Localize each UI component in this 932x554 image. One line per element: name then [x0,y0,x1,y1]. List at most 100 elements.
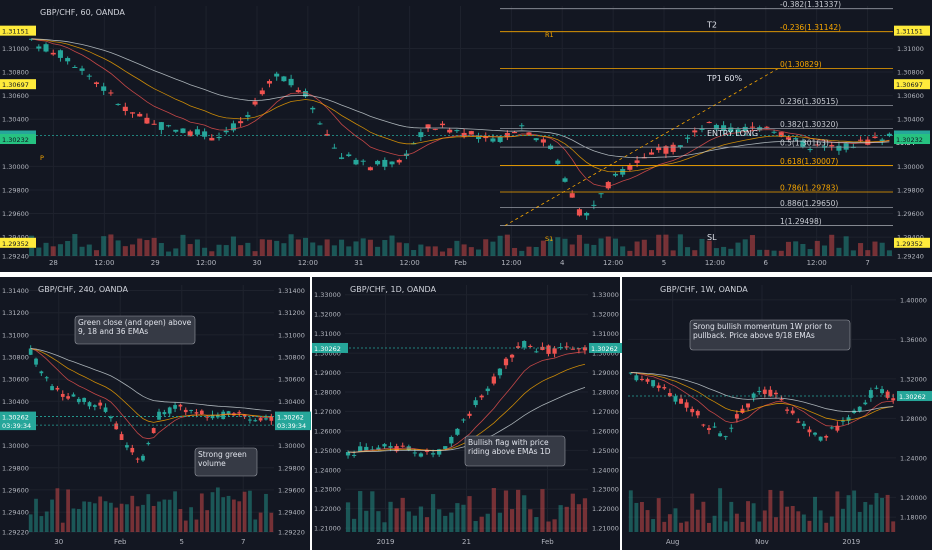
fib-level-label: 0.382(1.30320) [780,120,838,129]
candle-body [76,398,81,403]
candle-body [764,126,770,128]
candle-body [735,129,741,133]
volume-bar [437,509,442,532]
candle-body [829,145,835,147]
volume-bar [648,250,655,256]
volume-bar [723,521,728,532]
volume-bar [115,240,121,256]
volume-bar [771,250,777,256]
volume-bar [230,236,236,256]
candle-body [157,411,161,420]
y-tick-label-right: 1.29000 [592,369,619,377]
candle-body [564,346,569,348]
candle-body [339,157,345,159]
candle-body [552,348,557,354]
volume-bar [418,244,424,256]
panel-60min: 28 12:00 29 12:00 30 12:00 31 12:00 Feb 12:00 4 12:… [0,0,932,272]
candle-body [807,429,812,433]
candle-body [432,128,438,130]
candle-body [858,139,864,141]
candle-body [570,348,575,350]
candle-body [166,125,172,127]
volume-bar [215,487,220,532]
candle-body [818,436,823,441]
volume-bar [79,246,85,256]
y-tick-label-right: 1.28000 [592,388,619,396]
volume-bar [742,239,748,256]
volume-bar [406,511,411,532]
candle-body [814,144,820,146]
candle-body [101,86,107,91]
volume-bar [461,244,467,256]
candle-body [656,147,662,151]
volume-bar [519,250,525,256]
price-tag [894,134,930,145]
volume-bar [718,488,723,532]
candle-body [497,368,503,376]
volume-bar [411,249,417,256]
y-tick-label-left: 1.31200 [2,309,29,317]
candle-body [425,124,431,129]
volume-bar [751,503,756,532]
y-tick-label-left: 1.29220 [2,529,29,537]
volume-bar [237,501,242,532]
candle-body [872,136,878,138]
candle-body [813,432,817,435]
candle-body [793,138,799,140]
candle-body [412,452,417,454]
candle-body [718,433,723,437]
candle-body [526,132,532,135]
candle-body [115,103,121,105]
y-tick-label-left: 1.30000 [2,442,29,450]
annotation-text: Srong bullish momentum 1W prior to pullb… [693,322,833,340]
volume-bar [367,239,373,256]
candle-body [238,121,244,124]
price-tag-left [0,420,36,431]
candle-body [712,426,717,428]
candle-body [695,411,700,416]
candle-body [264,418,268,420]
candle-body [713,124,719,130]
y-tick-label-right: 1.28000 [900,415,927,423]
price-tag-value: 1.30262 [591,345,618,353]
volume-bar [468,247,474,256]
candle-body [295,90,301,92]
volume-bar [331,245,337,256]
volume-bar [382,522,387,532]
candle-body [874,387,879,389]
y-tick-label-right: 1.40000 [900,296,927,304]
candle-body [151,428,156,434]
candle-body [863,402,868,405]
volume-bar [151,237,157,256]
volume-bar [274,240,280,256]
volume-bar [503,490,509,532]
candle-body [656,385,661,388]
x-tick-label: Feb [114,538,127,546]
y-tick-label-left: 1.29400 [2,509,29,517]
volume-bar [242,491,247,532]
annotation-text: Green close (and open) above 9, 18 and 3… [78,318,192,336]
candle-body [576,209,582,216]
volume-bar [891,521,896,532]
candle-body [734,414,739,419]
price-tag-left-value: 1.31151 [2,28,29,36]
candle-body [353,159,359,165]
volume-bar [627,250,633,256]
price-tag [275,411,311,422]
candle-body [98,402,103,406]
candle-body [189,409,193,411]
y-tick-label-right: 1.26000 [592,427,619,435]
candle-body [779,399,784,401]
candle-body [215,414,220,418]
price-tag-value: 03:39:34 [277,422,306,430]
y-tick-label-right: 1.24000 [592,466,619,474]
y-tick-label-left: 1.29000 [314,369,341,377]
ema-36-line [31,38,890,159]
candle-body [324,134,330,136]
candle-body [598,193,604,195]
volume-bar [173,491,177,532]
volume-bar [119,503,124,532]
candle-body [467,413,472,416]
pivot-label: R1 [545,31,554,39]
x-tick-label: 7 [865,259,869,267]
